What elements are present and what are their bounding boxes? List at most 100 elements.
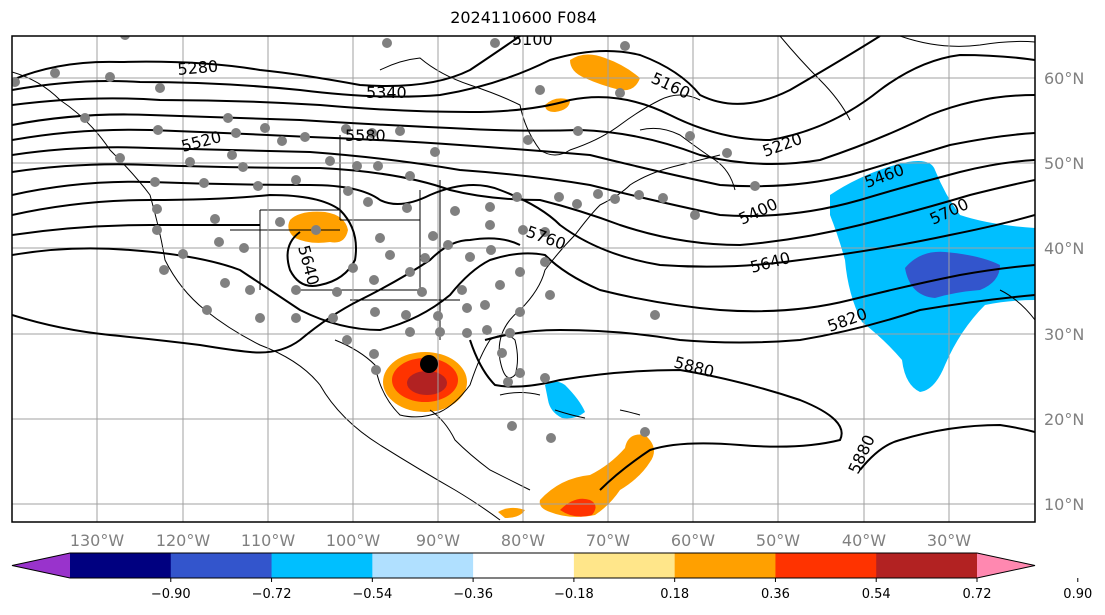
station-marker — [634, 190, 644, 200]
lon-label: 70°W — [586, 531, 630, 550]
lon-label: 80°W — [501, 531, 545, 550]
station-marker — [385, 250, 395, 260]
station-marker — [328, 313, 338, 323]
station-marker — [210, 214, 220, 224]
station-marker — [435, 327, 445, 337]
station-marker — [486, 245, 496, 255]
colorbar-tick-label: 0.54 — [862, 587, 891, 602]
station-marker — [202, 305, 212, 315]
station-marker — [750, 181, 760, 191]
colorbar-tick-label: −0.54 — [352, 587, 392, 602]
map-frame — [11, 35, 1036, 523]
station-marker — [277, 136, 287, 146]
station-marker — [363, 197, 373, 207]
station-marker — [428, 231, 438, 241]
lon-label: 100°W — [326, 531, 381, 550]
station-marker — [50, 68, 60, 78]
station-marker — [342, 335, 352, 345]
station-marker — [373, 161, 383, 171]
station-marker — [214, 237, 224, 247]
station-marker — [433, 311, 443, 321]
station-marker — [343, 186, 353, 196]
station-marker — [490, 38, 500, 48]
station-marker — [405, 267, 415, 277]
station-marker — [120, 36, 130, 40]
station-marker — [593, 189, 603, 199]
colorbar-segment — [674, 553, 776, 578]
graticule — [12, 36, 1035, 522]
station-marker — [253, 181, 263, 191]
lat-label: 10°N — [1044, 495, 1084, 514]
station-marker — [615, 88, 625, 98]
station-marker — [223, 113, 233, 123]
station-marker — [462, 328, 472, 338]
lon-label: 50°W — [756, 531, 800, 550]
station-marker — [417, 287, 427, 297]
station-marker — [115, 153, 125, 163]
station-marker — [573, 126, 583, 136]
station-marker — [300, 132, 310, 142]
colorbar-tick-label: −0.18 — [554, 587, 594, 602]
station-marker — [152, 204, 162, 214]
station-marker — [465, 252, 475, 262]
station-marker — [153, 125, 163, 135]
station-marker — [518, 225, 528, 235]
colorbar-tick-label: 0.90 — [1063, 587, 1092, 602]
height-contours — [12, 36, 1035, 491]
station-marker — [291, 313, 301, 323]
station-marker — [325, 156, 335, 166]
station-marker — [311, 225, 321, 235]
station-marker — [443, 240, 453, 250]
map-title: 2024110600 F084 — [450, 8, 597, 27]
lat-label: 50°N — [1044, 154, 1084, 173]
station-marker — [685, 131, 695, 141]
storm-center-marker — [420, 355, 438, 373]
station-marker — [159, 265, 169, 275]
station-marker — [291, 175, 301, 185]
observation-markers — [12, 36, 760, 443]
station-marker — [155, 83, 165, 93]
lat-label: 20°N — [1044, 410, 1084, 429]
station-marker — [367, 128, 377, 138]
station-marker — [352, 161, 362, 171]
station-marker — [540, 227, 550, 237]
station-marker — [610, 194, 620, 204]
station-marker — [545, 290, 555, 300]
station-marker — [554, 192, 564, 202]
station-marker — [369, 349, 379, 359]
station-marker — [227, 150, 237, 160]
colorbar-segment — [876, 553, 978, 578]
colorbar-extend-high — [977, 553, 1035, 578]
station-marker — [450, 206, 460, 216]
station-marker — [238, 162, 248, 172]
station-marker — [515, 368, 525, 378]
station-marker — [420, 253, 430, 263]
station-marker — [382, 38, 392, 48]
contour-label: 5280 — [177, 57, 219, 79]
colorbar-extend-low — [12, 553, 70, 578]
colorbar-outline — [11, 552, 1036, 579]
station-marker — [640, 427, 650, 437]
station-marker — [401, 310, 411, 320]
colorbar-tick-label: −0.90 — [151, 587, 191, 602]
station-marker — [485, 202, 495, 212]
station-marker — [620, 41, 630, 51]
station-marker — [722, 148, 732, 158]
station-marker — [245, 285, 255, 295]
station-marker — [150, 177, 160, 187]
station-marker — [523, 135, 533, 145]
station-marker — [650, 310, 660, 320]
colorbar-segment — [170, 553, 273, 578]
lon-label: 60°W — [671, 531, 715, 550]
station-marker — [152, 225, 162, 235]
contour-label: 5100 — [512, 30, 553, 49]
station-marker — [690, 210, 700, 220]
latitude-labels: 60°N 50°N 40°N 30°N 20°N 10°N — [1044, 69, 1084, 514]
station-marker — [497, 348, 507, 358]
colorbar: −0.90 −0.72 −0.54 −0.36 −0.18 0.18 0.36 0.54 0.7… — [11, 552, 1092, 602]
station-marker — [658, 193, 668, 203]
station-marker — [515, 307, 525, 317]
station-marker — [482, 325, 492, 335]
station-marker — [291, 285, 301, 295]
station-marker — [546, 433, 556, 443]
